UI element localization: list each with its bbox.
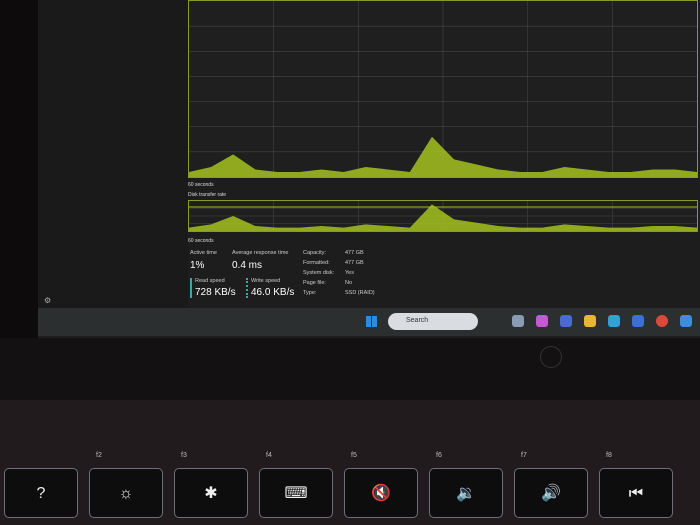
function-key[interactable]: f3 ✱ (174, 452, 248, 518)
function-key[interactable]: f8 ⏮ (599, 452, 673, 518)
function-key[interactable]: ? (4, 468, 78, 518)
fn-label: f5 (351, 452, 357, 459)
write-label: Write speed (251, 278, 281, 284)
read-indicator (190, 278, 192, 298)
sidebar: ⚙ (38, 0, 188, 310)
fn-label: f7 (521, 452, 527, 459)
disk-stats: Active time 1% Average response time 0.4… (190, 250, 450, 305)
write-indicator (246, 278, 248, 298)
property-value: No (345, 280, 353, 286)
key-glyph-icon: ⏮ (628, 485, 644, 502)
fn-label: f8 (606, 452, 612, 459)
write-value: 46.0 KB/s (251, 287, 295, 298)
key-glyph-icon: 🔉 (456, 485, 476, 502)
function-key[interactable]: f5 🔇 (344, 452, 418, 518)
laptop-bezel (0, 338, 700, 408)
property-label: System disk: (303, 270, 335, 276)
active-time-graph (188, 0, 698, 178)
app-icon[interactable] (512, 315, 524, 327)
fn-label: f3 (181, 452, 187, 459)
windows-start-icon[interactable] (366, 316, 377, 327)
store-icon[interactable] (632, 315, 644, 327)
function-key[interactable]: f6 🔉 (429, 452, 503, 518)
property-label: Type: (303, 290, 317, 296)
property-value: Yes (345, 270, 354, 276)
property-value: SSD (RAID) (345, 290, 375, 296)
property-label: Page file: (303, 280, 326, 286)
key-glyph-icon: 🔊 (541, 485, 561, 502)
laptop-screen: ⚙ 60 seconds Disk transfer rate 60 secon… (38, 0, 700, 338)
graph-footer: 60 seconds (188, 238, 214, 244)
read-label: Read speed (195, 278, 225, 284)
response-label: Average response time (232, 250, 289, 256)
property-value: 477 GB (345, 250, 364, 256)
hp-logo (540, 346, 562, 368)
key-glyph-icon: ? (36, 485, 46, 502)
key-glyph-icon: 🔇 (371, 485, 391, 502)
teams-icon[interactable] (560, 315, 572, 327)
property-label: Capacity: (303, 250, 326, 256)
property-value: 477 GB (345, 260, 364, 266)
function-key[interactable]: f7 🔊 (514, 452, 588, 518)
taskbar: Search (38, 308, 700, 336)
active-time-label: Active time (190, 250, 217, 256)
data-area (189, 136, 697, 177)
property-label: Formatted: (303, 260, 330, 266)
key-glyph-icon: ✱ (204, 485, 218, 502)
function-key[interactable]: f4 ⌨ (259, 452, 333, 518)
search-label: Search (406, 317, 429, 324)
fn-label: f2 (96, 452, 102, 459)
edge-icon[interactable] (608, 315, 620, 327)
data-area (189, 204, 697, 231)
key-glyph-icon: ⌨ (284, 485, 308, 502)
file-explorer-icon[interactable] (584, 315, 596, 327)
fn-label: f4 (266, 452, 272, 459)
search-box[interactable]: Search (388, 313, 478, 330)
transfer-rate-graph (188, 200, 698, 232)
fn-label: f6 (436, 452, 442, 459)
copilot-icon[interactable] (536, 315, 548, 327)
transfer-title: Disk transfer rate (188, 192, 227, 198)
defender-icon[interactable] (680, 315, 692, 327)
read-value: 728 KB/s (195, 287, 236, 298)
response-value: 0.4 ms (232, 260, 263, 271)
function-key[interactable]: f2 ☼ (89, 452, 163, 518)
graph-footer: 60 seconds (188, 182, 214, 188)
key-glyph-icon: ☼ (118, 485, 134, 502)
active-time-value: 1% (190, 260, 205, 271)
chrome-icon[interactable] (656, 315, 668, 327)
settings-icon[interactable]: ⚙ (44, 296, 52, 305)
